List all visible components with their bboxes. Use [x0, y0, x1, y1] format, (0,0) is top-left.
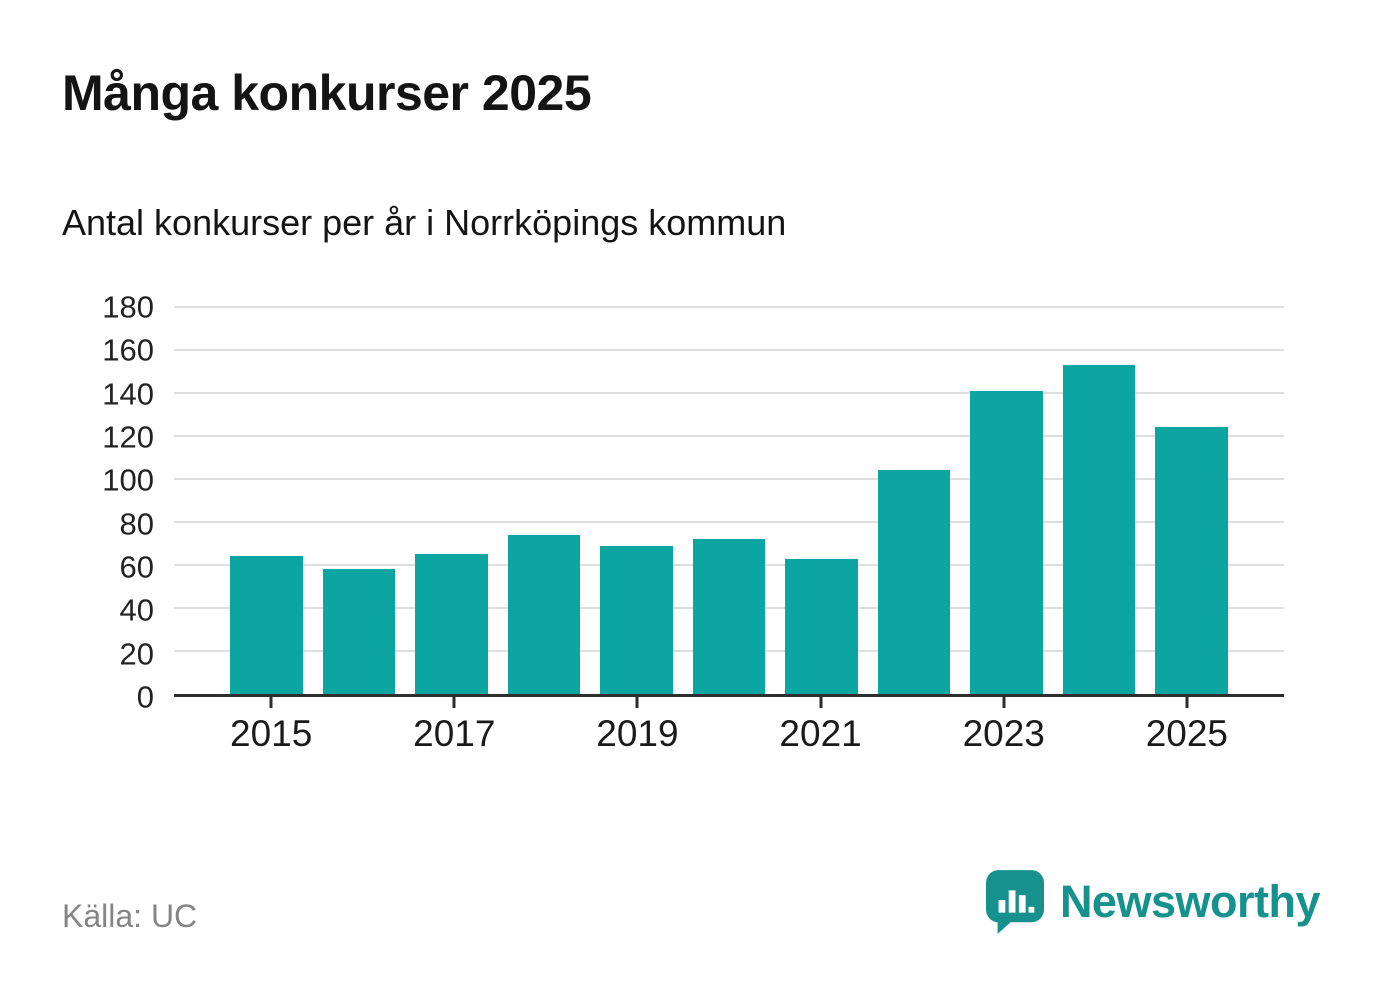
- bar-2019: [600, 545, 673, 694]
- bar-2018: [507, 534, 581, 694]
- speech-bubble-bar-chart-icon: [985, 870, 1044, 934]
- gridline: [174, 478, 1284, 480]
- x-axis-tick: [452, 697, 456, 708]
- x-axis-slot: [515, 697, 576, 767]
- x-axis-slot: [332, 697, 393, 767]
- y-tick-label: 140: [102, 376, 154, 412]
- bar-2016: [322, 569, 396, 694]
- x-axis-slot: 2017: [413, 697, 495, 767]
- chart-body: 0 20 40 60 80 100 120 140 160 180: [62, 292, 1284, 713]
- bar-2023: [970, 390, 1043, 694]
- x-axis-tick: [1185, 697, 1189, 708]
- x-tick-label: 2025: [1145, 713, 1229, 754]
- y-tick-label: 100: [102, 462, 154, 498]
- x-axis-slot: [699, 697, 760, 767]
- page-title: Många konkurser 2025: [62, 65, 592, 121]
- x-tick-label: 2015: [230, 713, 313, 754]
- brand-name: Newsworthy: [1059, 876, 1321, 927]
- x-axis-slot: 2021: [779, 697, 862, 767]
- x-axis-tick: [635, 697, 639, 708]
- bar-2015: [230, 556, 303, 694]
- x-axis-tick: [819, 697, 823, 708]
- gridline: [174, 349, 1284, 352]
- y-tick-label: 20: [119, 636, 154, 672]
- gridline: [174, 435, 1284, 438]
- bar-2020: [692, 539, 766, 694]
- x-axis-slot: 2015: [230, 697, 312, 767]
- x-tick-label: 2017: [413, 713, 496, 754]
- x-axis-slot: [1065, 697, 1126, 767]
- x-tick-label: 2021: [779, 713, 862, 754]
- bar-2024: [1062, 365, 1136, 694]
- x-axis-slot: [882, 697, 943, 767]
- y-axis-labels: 0 20 40 60 80 100 120 140 160 180: [62, 292, 174, 713]
- x-axis-slot: 2023: [963, 697, 1045, 767]
- x-tick-label: 2019: [596, 713, 679, 754]
- y-tick-label: 160: [102, 332, 154, 368]
- x-axis-tick: [1002, 697, 1006, 708]
- x-axis-tick: [269, 697, 273, 708]
- x-axis-slot: 2025: [1146, 697, 1228, 767]
- source-note: Källa: UC: [62, 898, 198, 934]
- bar-2017: [415, 554, 488, 694]
- y-tick-label: 0: [136, 679, 154, 715]
- brand-logo: Newsworthy: [985, 870, 1321, 934]
- gridline: [174, 392, 1284, 394]
- gridline: [174, 521, 1284, 524]
- bar-2021: [785, 558, 858, 694]
- bar-2022: [877, 470, 951, 694]
- y-tick-label: 80: [119, 506, 154, 542]
- chart-subtitle: Antal konkurser per år i Norrköpings kom…: [62, 202, 787, 243]
- bar-chart: 0 20 40 60 80 100 120 140 160 180 2015 2017 2019 202…: [62, 292, 1284, 767]
- plot-area: [174, 306, 1284, 697]
- bar-2025: [1155, 427, 1229, 694]
- bars: [174, 307, 1284, 694]
- x-tick-label: 2023: [962, 713, 1045, 754]
- y-tick-label: 120: [102, 419, 154, 455]
- y-tick-label: 180: [102, 289, 154, 325]
- y-tick-label: 40: [119, 592, 154, 628]
- gridline: [174, 306, 1284, 308]
- x-axis-labels: 2015 2017 2019 2021 2023 2025: [174, 697, 1284, 767]
- x-axis-slot: 2019: [596, 697, 679, 767]
- y-tick-label: 60: [119, 549, 154, 585]
